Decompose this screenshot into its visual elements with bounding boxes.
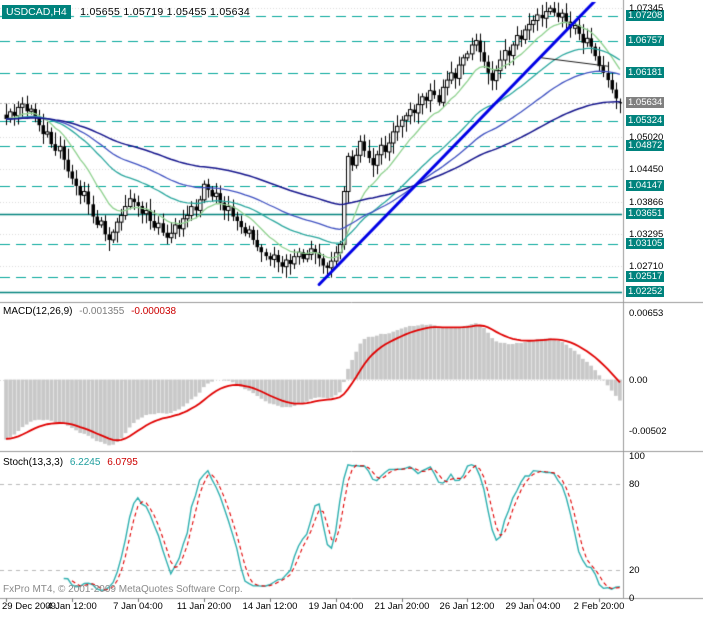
stoch-indicator-label: Stoch(13,3,3) 6.2245 6.0795 [3,457,138,468]
chart-title: USDCAD,H4 1.05655 1.05719 1.05455 1.0563… [2,2,250,20]
stoch-name: Stoch(13,3,3) [3,457,64,468]
macd-signal-value: -0.000038 [131,306,177,317]
copyright-text: FxPro MT4, © 2001-2009 MetaQuotes Softwa… [3,584,243,595]
quote-ohlc-text: 1.05655 1.05719 1.05455 1.05634 [80,6,251,18]
symbol-timeframe-label: USDCAD,H4 [2,5,71,19]
stoch-main-value: 6.2245 [69,457,101,468]
macd-indicator-label: MACD(12,26,9) -0.001355 -0.000038 [3,306,176,317]
stoch-signal-value: 6.0795 [107,457,138,468]
macd-name: MACD(12,26,9) [3,306,73,317]
macd-main-value: -0.001355 [79,306,125,317]
